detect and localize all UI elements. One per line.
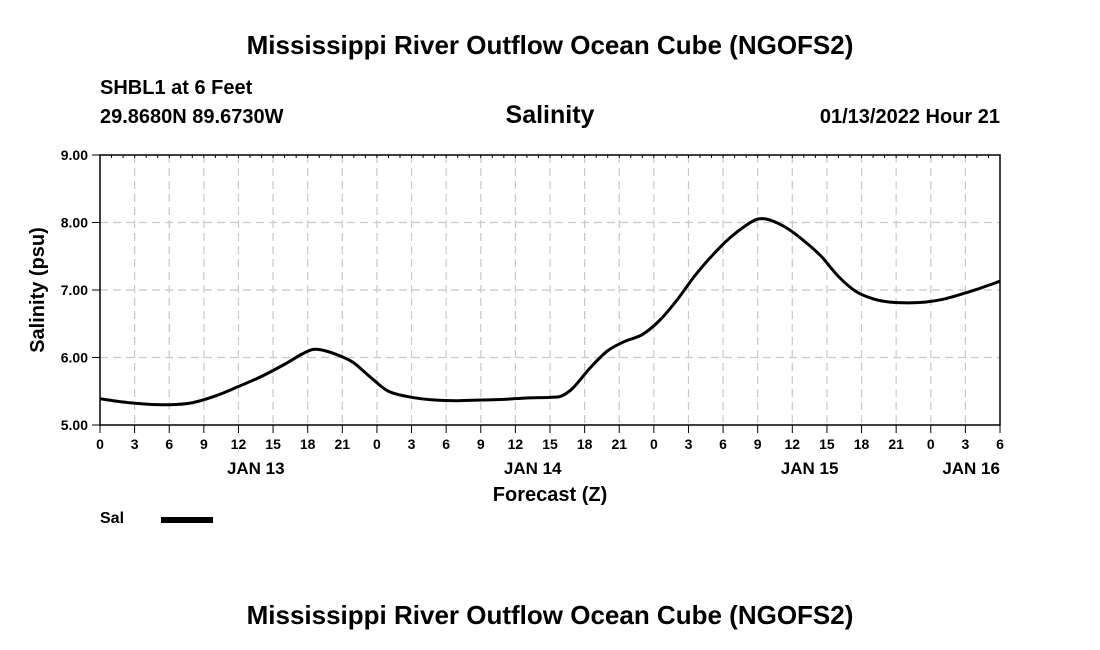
x-tick-label: 3 [408, 436, 416, 452]
x-tick-label: 3 [685, 436, 693, 452]
station-coordinates: 29.8680N 89.6730W [100, 106, 284, 128]
station-label: SHBL1 at 6 Feet [100, 77, 253, 99]
x-tick-label: 0 [96, 436, 104, 452]
x-tick-label: 9 [200, 436, 208, 452]
footer-title: Mississippi River Outflow Ocean Cube (NG… [246, 600, 854, 630]
x-tick-label: 12 [785, 436, 801, 452]
y-tick-label: 9.00 [61, 147, 88, 163]
x-tick-label: 0 [927, 436, 935, 452]
x-tick-label: 0 [373, 436, 381, 452]
x-tick-label: 12 [231, 436, 247, 452]
x-axis-title: Forecast (Z) [493, 484, 607, 506]
main-title: Mississippi River Outflow Ocean Cube (NG… [246, 30, 854, 60]
forecast-timestamp: 01/13/2022 Hour 21 [819, 106, 1000, 128]
plot-frame [99, 154, 1001, 426]
y-axis-title: Salinity (psu) [27, 227, 49, 353]
x-tick-label: 21 [611, 436, 627, 452]
x-tick-label: 15 [265, 436, 281, 452]
date-label: JAN 16 [942, 459, 1000, 478]
x-tick-label: 21 [888, 436, 904, 452]
x-tick-label: 3 [131, 436, 139, 452]
x-tick-label: 6 [719, 436, 727, 452]
x-tick-label: 6 [165, 436, 173, 452]
y-tick-label: 8.00 [61, 215, 88, 231]
x-tick-label: 3 [961, 436, 969, 452]
x-tick-label: 15 [542, 436, 558, 452]
date-label: JAN 13 [227, 459, 285, 478]
y-tick-label: 7.00 [61, 282, 88, 298]
x-tick-label: 18 [300, 436, 316, 452]
y-tick-label: 6.00 [61, 350, 88, 366]
series-line-sal [99, 217, 1001, 407]
y-tick-label: 5.00 [61, 417, 88, 433]
x-tick-label: 15 [819, 436, 835, 452]
x-tick-label: 0 [650, 436, 658, 452]
x-tick-label: 18 [854, 436, 870, 452]
x-tick-label: 6 [442, 436, 450, 452]
date-label: JAN 15 [781, 459, 839, 478]
legend-swatch [161, 517, 213, 523]
x-tick-label: 9 [477, 436, 485, 452]
x-tick-label: 6 [996, 436, 1004, 452]
x-tick-label: 21 [335, 436, 351, 452]
date-label: JAN 14 [504, 459, 562, 478]
x-tick-label: 9 [754, 436, 762, 452]
x-tick-label: 12 [508, 436, 524, 452]
x-tick-label: 18 [577, 436, 593, 452]
legend-label: Sal [100, 510, 125, 527]
plot-title: Salinity [505, 101, 595, 129]
